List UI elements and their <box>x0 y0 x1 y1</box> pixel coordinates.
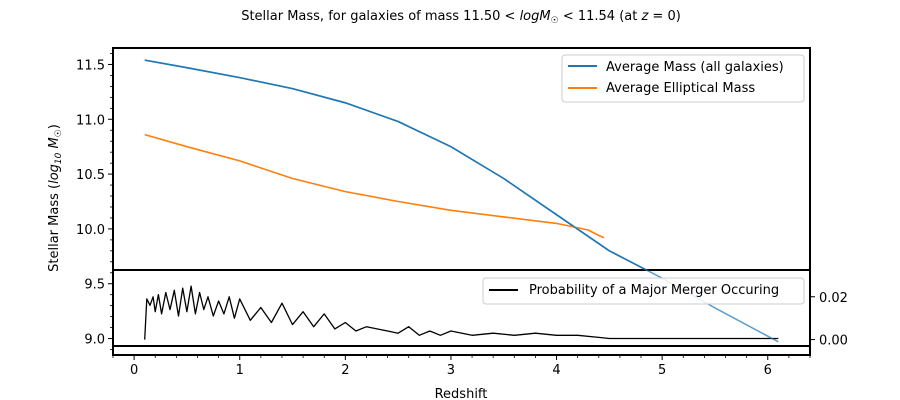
inset-legend-box <box>482 277 805 305</box>
x-tick-label: 4 <box>552 363 560 378</box>
main-plot-frame <box>112 47 811 356</box>
y-tick-label: 10.5 <box>76 168 105 183</box>
y-tick-label: 10.0 <box>76 223 105 238</box>
series-line-elliptical-mass <box>144 133 605 239</box>
y-tick-label: 9.5 <box>84 278 105 293</box>
y-tick-label: 11.5 <box>76 58 105 73</box>
inset-legend: Probability of a Major Merger Occuring <box>482 277 805 305</box>
legend-label-merger-probability: Probability of a Major Merger Occuring <box>529 283 779 298</box>
legend-label-average-mass: Average Mass (all galaxies) <box>606 60 784 75</box>
x-tick-label: 5 <box>658 363 666 378</box>
chart-title: Stellar Mass, for galaxies of mass 11.50… <box>241 9 681 26</box>
x-tick-label: 1 <box>236 363 244 378</box>
ticks-layer: 0 1 2 3 4 5 6 9.0 9.5 10.0 10.5 11.0 11.5 <box>76 53 811 378</box>
x-tick-label: 2 <box>341 363 349 378</box>
x-axis-label: Redshift <box>435 387 488 400</box>
x-tick-label: 6 <box>764 363 772 378</box>
secondary-y-tick-label: 0.02 <box>819 291 848 306</box>
series-line-merger-probability <box>144 285 779 340</box>
x-tick-label: 3 <box>447 363 455 378</box>
y-tick-label: 11.0 <box>76 113 105 128</box>
x-tick-label: 0 <box>130 363 138 378</box>
y-tick-label: 9.0 <box>84 333 105 348</box>
secondary-y-tick-label: 0.00 <box>819 334 848 349</box>
y-axis-label: Stellar Mass (log10 M☉) <box>47 124 64 272</box>
main-legend: Average Mass (all galaxies) Average Elli… <box>561 54 805 103</box>
main-legend-box <box>561 54 805 103</box>
legend-label-elliptical-mass: Average Elliptical Mass <box>606 81 755 96</box>
